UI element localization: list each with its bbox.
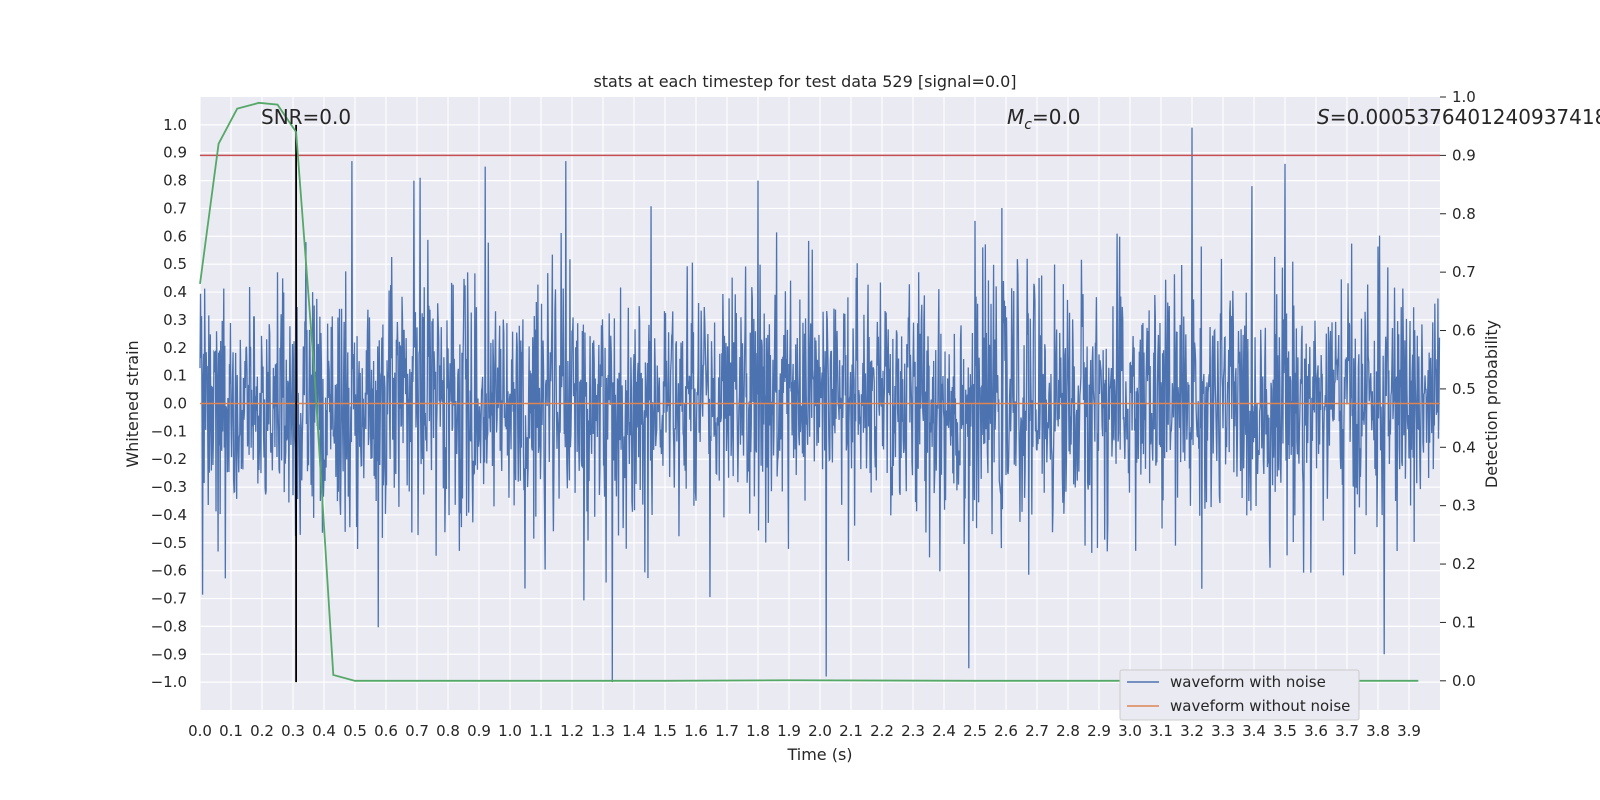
x-tick-label: 0.3 — [281, 722, 305, 740]
s-value: =0.0005376401240937418 — [1330, 105, 1600, 129]
left-y-tick-label: −0.3 — [151, 478, 187, 496]
right-y-axis-label: Detection probability — [1482, 320, 1501, 488]
left-y-tick-label: −0.7 — [151, 590, 187, 608]
x-tick-label: 0.6 — [374, 722, 398, 740]
left-y-tick-label: 0.4 — [163, 283, 187, 301]
x-tick-label: 1.1 — [529, 722, 553, 740]
x-tick-label: 2.6 — [994, 722, 1018, 740]
x-tick-label: 1.8 — [746, 722, 770, 740]
x-tick-label: 2.9 — [1087, 722, 1111, 740]
x-tick-label: 1.9 — [777, 722, 801, 740]
x-tick-label: 3.5 — [1273, 722, 1297, 740]
x-tick-label: 1.7 — [715, 722, 739, 740]
x-tick-label: 0.1 — [219, 722, 243, 740]
left-y-axis-label: Whitened strain — [123, 340, 142, 467]
chart-title: stats at each timestep for test data 529… — [593, 72, 1016, 91]
x-tick-label: 1.3 — [591, 722, 615, 740]
right-y-axis-ticks: 1.0 0.9 0.8 0.7 0.6 0.5 0.4 0.3 0.2 0.1 0.0 — [1440, 88, 1476, 690]
legend-label-noise: waveform with noise — [1170, 673, 1326, 691]
x-tick-label: 3.4 — [1242, 722, 1266, 740]
chirp-mass-value: =0.0 — [1032, 105, 1081, 129]
left-y-tick-label: 0.5 — [163, 255, 187, 273]
x-tick-label: 2.1 — [839, 722, 863, 740]
x-tick-label: 3.8 — [1366, 722, 1390, 740]
x-tick-label: 2.8 — [1056, 722, 1080, 740]
left-y-tick-label: −0.2 — [151, 450, 187, 468]
x-tick-label: 0.4 — [312, 722, 336, 740]
left-y-tick-label: −0.9 — [151, 645, 187, 663]
x-tick-label: 1.5 — [653, 722, 677, 740]
right-y-tick-label: 0.6 — [1452, 322, 1476, 340]
snr-annotation: SNR=0.0 — [261, 105, 351, 129]
chirp-mass-symbol: M — [1007, 105, 1024, 129]
s-annotation: S=0.0005376401240937418 — [1317, 105, 1600, 129]
x-tick-label: 3.0 — [1118, 722, 1142, 740]
x-tick-label: 3.6 — [1304, 722, 1328, 740]
legend: waveform with noise waveform without noi… — [1119, 669, 1360, 721]
x-tick-label: 1.6 — [684, 722, 708, 740]
left-y-tick-label: −0.5 — [151, 534, 187, 552]
right-y-tick-label: 0.2 — [1452, 555, 1476, 573]
right-y-tick-label: 1.0 — [1452, 88, 1476, 106]
left-y-tick-label: 0.0 — [163, 395, 187, 413]
left-y-tick-label: 0.1 — [163, 367, 187, 385]
x-tick-label: 3.1 — [1149, 722, 1173, 740]
left-y-tick-label: −0.1 — [151, 422, 187, 440]
x-tick-label: 2.7 — [1025, 722, 1049, 740]
x-tick-label: 0.9 — [467, 722, 491, 740]
chirp-mass-annotation: Mc=0.0 — [1007, 105, 1081, 133]
x-tick-label: 1.2 — [560, 722, 584, 740]
x-tick-label: 2.0 — [808, 722, 832, 740]
left-y-tick-label: 0.8 — [163, 172, 187, 190]
left-y-tick-label: −1.0 — [151, 673, 187, 691]
series-detection-probability — [199, 101, 1419, 682]
x-tick-label: 1.4 — [622, 722, 646, 740]
s-symbol: S — [1317, 105, 1330, 129]
right-y-tick-label: 0.3 — [1452, 497, 1476, 515]
detection-probability-line — [199, 101, 1419, 682]
left-y-tick-label: −0.6 — [151, 562, 187, 580]
x-tick-label: 0.0 — [188, 722, 212, 740]
left-y-tick-label: 0.3 — [163, 311, 187, 329]
right-y-tick-label: 0.9 — [1452, 146, 1476, 164]
left-y-tick-label: 0.6 — [163, 227, 187, 245]
waveform-with-noise-line — [199, 127, 1441, 683]
right-y-tick-label: 0.8 — [1452, 205, 1476, 223]
x-tick-label: 3.7 — [1335, 722, 1359, 740]
left-y-tick-label: 0.2 — [163, 339, 187, 357]
x-axis-label: Time (s) — [786, 745, 852, 764]
x-tick-label: 0.8 — [436, 722, 460, 740]
left-y-tick-label: 0.9 — [163, 144, 187, 162]
x-tick-label: 3.3 — [1211, 722, 1235, 740]
x-axis-ticks: 0.0 0.1 0.2 0.3 0.4 0.5 0.6 0.7 0.8 0.9 1.0 1.1 1.2 1… — [188, 722, 1421, 740]
legend-label-clean: waveform without noise — [1170, 697, 1350, 715]
x-tick-label: 3.2 — [1180, 722, 1204, 740]
legend-box — [1119, 669, 1360, 721]
x-tick-label: 0.5 — [343, 722, 367, 740]
x-tick-label: 1.0 — [498, 722, 522, 740]
right-y-tick-label: 0.7 — [1452, 263, 1476, 281]
right-y-tick-label: 0.5 — [1452, 380, 1476, 398]
x-tick-label: 2.5 — [963, 722, 987, 740]
right-y-tick-label: 0.4 — [1452, 438, 1476, 456]
left-y-tick-label: 0.7 — [163, 199, 187, 217]
x-tick-label: 0.7 — [405, 722, 429, 740]
right-y-tick-label: 0.1 — [1452, 613, 1476, 631]
x-tick-label: 2.2 — [870, 722, 894, 740]
chirp-mass-subscript: c — [1024, 117, 1032, 133]
series-waveform-with-noise — [199, 127, 1441, 683]
left-y-tick-label: 1.0 — [163, 116, 187, 134]
x-tick-label: 3.9 — [1397, 722, 1421, 740]
x-tick-label: 2.4 — [932, 722, 956, 740]
x-tick-label: 0.2 — [250, 722, 274, 740]
x-tick-label: 2.3 — [901, 722, 925, 740]
left-y-tick-label: −0.8 — [151, 617, 187, 635]
left-y-axis-ticks: 1.0 0.9 0.8 0.7 0.6 0.5 0.4 0.3 0.2 0.1 0.0 −0.1 −0.… — [151, 116, 187, 691]
left-y-tick-label: −0.4 — [151, 506, 187, 524]
right-y-tick-label: 0.0 — [1452, 672, 1476, 690]
